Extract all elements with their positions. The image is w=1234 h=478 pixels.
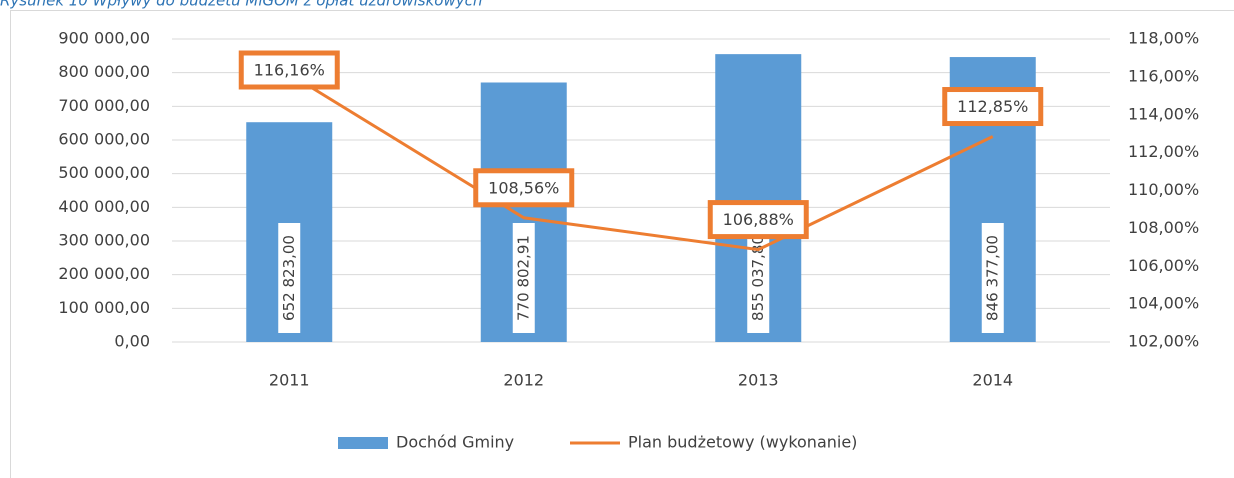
y-tick-label: 300 000,00	[58, 231, 150, 250]
line-label: 112,85%	[957, 97, 1028, 116]
line-label-box	[942, 87, 1044, 127]
line-label-box	[473, 168, 575, 208]
bar-label-box	[747, 223, 770, 333]
y2-tick-label: 114,00%	[1128, 104, 1199, 123]
x-tick-label: 2013	[738, 371, 779, 390]
line-label: 106,88%	[723, 210, 794, 229]
y-tick-label: 0,00	[114, 332, 150, 351]
legend-label: Dochód Gminy	[396, 433, 514, 452]
line-label-box	[707, 200, 809, 240]
bar-label: 652 823,00	[280, 235, 298, 321]
y2-tick-label: 106,00%	[1128, 256, 1199, 275]
x-tick-label: 2011	[269, 371, 310, 390]
y-tick-label: 400 000,00	[58, 197, 150, 216]
title-backdrop	[0, 0, 700, 9]
y2-tick-label: 116,00%	[1128, 66, 1199, 85]
x-tick-label: 2014	[972, 371, 1013, 390]
y-tick-label: 900 000,00	[58, 29, 150, 48]
bar-label: 855 037,80	[749, 235, 767, 321]
legend-swatch	[338, 437, 388, 449]
y2-tick-label: 102,00%	[1128, 332, 1199, 351]
y-tick-label: 700 000,00	[58, 96, 150, 115]
y2-tick-label: 112,00%	[1128, 142, 1199, 161]
bar-label: 770 802,91	[514, 235, 532, 321]
y-tick-label: 200 000,00	[58, 264, 150, 283]
y-tick-label: 500 000,00	[58, 163, 150, 182]
line	[288, 72, 994, 252]
line-label-box	[238, 50, 340, 90]
line-label: 116,16%	[254, 61, 325, 80]
legend-label: Plan budżetowy (wykonanie)	[628, 433, 857, 452]
bar-label-box	[278, 223, 301, 333]
y-tick-label: 800 000,00	[58, 62, 150, 81]
y2-tick-label: 104,00%	[1128, 294, 1199, 313]
bar-label: 846 377,00	[983, 235, 1001, 321]
x-tick-label: 2012	[503, 371, 544, 390]
y-tick-label: 100 000,00	[58, 298, 150, 317]
y-tick-label: 600 000,00	[58, 130, 150, 149]
y2-tick-label: 110,00%	[1128, 180, 1199, 199]
y2-tick-label: 108,00%	[1128, 218, 1199, 237]
bar-label-box	[512, 223, 535, 333]
y2-tick-label: 118,00%	[1128, 29, 1199, 48]
chart-frame	[10, 10, 1234, 478]
bar-label-box	[981, 223, 1004, 333]
line-label: 108,56%	[488, 178, 559, 197]
chart-title: Rysunek 10 Wpływy do budżetu MiGOM z opł…	[0, 0, 482, 10]
